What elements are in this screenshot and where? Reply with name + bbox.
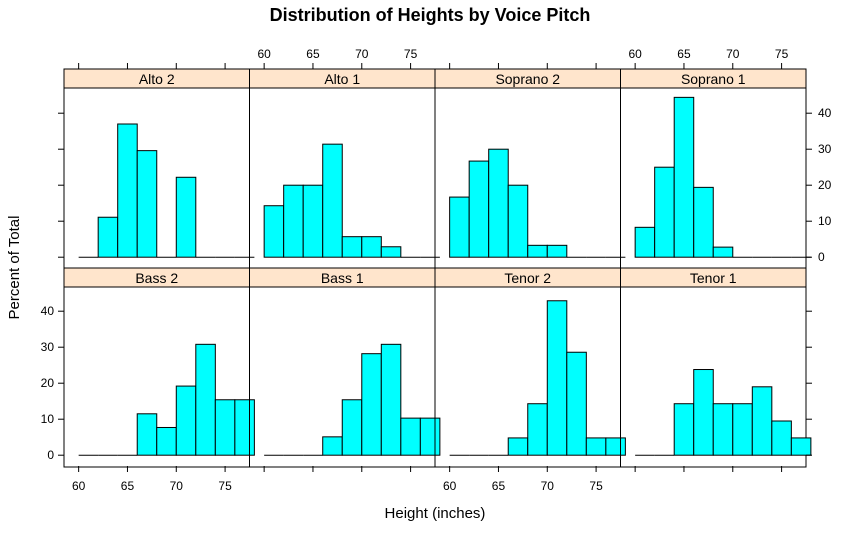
y-tick-label-right: 30	[818, 142, 832, 156]
x-tick-label-bottom: 65	[121, 479, 135, 493]
bar-bass-1-3	[322, 436, 343, 456]
x-tick-label-bottom: 65	[492, 479, 506, 493]
bar-soprano-1-0	[634, 226, 656, 258]
bar-tenor-1-4	[712, 403, 734, 456]
bar-bass-1-4	[341, 399, 363, 456]
bar-tenor-1-6	[751, 386, 773, 456]
bar-tenor-2-3	[507, 437, 529, 456]
x-axis-label: Height (inches)	[385, 505, 486, 522]
bar-soprano-1-1	[654, 166, 675, 258]
strip-label-tenor-1: Tenor 1	[690, 270, 737, 286]
bar-soprano-2-2	[488, 148, 509, 258]
bar-alto-2-1	[97, 216, 119, 258]
bar-tenor-2-8	[605, 437, 626, 456]
x-tick-label-top: 75	[404, 47, 418, 61]
bar-soprano-1-3	[693, 186, 714, 258]
x-tick-label-top: 65	[677, 47, 691, 61]
strip-label-soprano-2: Soprano 2	[495, 71, 560, 87]
x-tick-label-top: 70	[355, 47, 369, 61]
bar-tenor-2-4	[527, 403, 548, 456]
y-tick-label-right: 0	[818, 250, 825, 264]
y-tick-label-left: 20	[41, 376, 55, 390]
y-tick-label-left: 30	[41, 340, 55, 354]
panel-tenor-1	[620, 286, 807, 468]
x-tick-label-bottom: 60	[443, 479, 457, 493]
bar-alto-2-5	[175, 176, 197, 258]
bar-tenor-1-3	[693, 369, 714, 456]
bar-bass-2-7	[214, 399, 236, 456]
bar-soprano-2-4	[527, 244, 548, 258]
bar-alto-1-0	[263, 205, 285, 258]
bar-alto-1-6	[380, 246, 402, 258]
strip-label-alto-2: Alto 2	[139, 71, 175, 87]
bar-alto-1-1	[283, 184, 304, 258]
y-tick-label-right: 10	[818, 214, 832, 228]
chart-title: Distribution of Heights by Voice Pitch	[269, 5, 591, 25]
y-tick-label-right: 40	[818, 106, 832, 120]
x-tick-label-bottom: 70	[170, 479, 184, 493]
bar-bass-2-6	[195, 343, 216, 456]
strip-label-bass-1: Bass 1	[321, 270, 364, 286]
bar-soprano-2-1	[468, 160, 490, 258]
bar-bass-1-5	[361, 353, 382, 456]
bar-alto-2-3	[136, 150, 158, 258]
strip-label-tenor-2: Tenor 2	[504, 270, 551, 286]
bar-bass-2-5	[175, 385, 197, 456]
x-tick-label-top: 75	[775, 47, 789, 61]
y-tick-label-left: 10	[41, 412, 55, 426]
bar-bass-2-4	[156, 426, 177, 456]
bar-tenor-1-7	[771, 420, 792, 456]
strip-label-soprano-1: Soprano 1	[681, 71, 746, 87]
bar-tenor-2-5	[546, 300, 568, 456]
bar-alto-2-2	[117, 123, 138, 258]
x-tick-label-top: 70	[726, 47, 740, 61]
bar-bass-1-8	[419, 417, 441, 456]
bar-alto-1-5	[361, 236, 382, 258]
bar-soprano-2-3	[507, 184, 529, 258]
bar-tenor-1-5	[732, 403, 753, 456]
bar-soprano-1-2	[673, 96, 695, 258]
y-axis-label: Percent of Total	[6, 216, 23, 320]
bar-soprano-2-0	[449, 196, 470, 258]
bar-bass-2-8	[234, 399, 255, 456]
y-tick-label-left: 40	[41, 304, 55, 318]
bar-tenor-1-2	[673, 403, 695, 456]
x-tick-label-bottom: 60	[72, 479, 86, 493]
bar-tenor-2-6	[566, 351, 587, 456]
bar-bass-1-7	[400, 417, 421, 456]
y-tick-label-right: 20	[818, 178, 832, 192]
bar-bass-2-3	[136, 413, 158, 456]
strip-label-bass-2: Bass 2	[135, 270, 178, 286]
x-tick-label-bottom: 70	[541, 479, 555, 493]
bar-soprano-1-4	[712, 246, 734, 258]
bar-alto-1-4	[341, 236, 363, 258]
x-tick-label-top: 65	[306, 47, 320, 61]
bar-bass-1-6	[380, 343, 402, 456]
x-tick-label-top: 60	[628, 47, 642, 61]
y-tick-label-left: 0	[47, 448, 54, 462]
bar-soprano-2-5	[546, 244, 568, 258]
x-tick-label-bottom: 75	[589, 479, 603, 493]
bar-tenor-2-7	[585, 437, 607, 456]
bar-tenor-1-8	[790, 437, 812, 456]
x-tick-label-top: 60	[257, 47, 271, 61]
bar-alto-1-2	[302, 184, 324, 258]
strip-label-alto-1: Alto 1	[324, 71, 360, 87]
x-tick-label-bottom: 75	[218, 479, 232, 493]
bar-alto-1-3	[322, 143, 343, 258]
